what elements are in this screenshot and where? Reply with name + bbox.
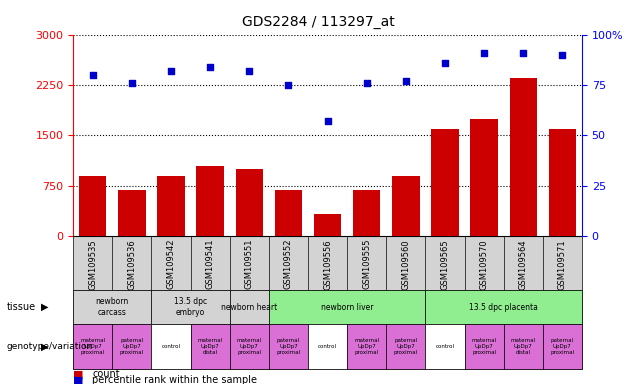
Text: paternal
UpDp7
proximal: paternal UpDp7 proximal [394, 338, 418, 355]
Point [479, 50, 489, 56]
Text: maternal
UpDp7
proximal: maternal UpDp7 proximal [354, 338, 379, 355]
Point [322, 118, 333, 124]
Bar [314, 214, 342, 236]
Bar [235, 169, 263, 236]
Point [127, 80, 137, 86]
Text: newborn liver: newborn liver [321, 303, 373, 312]
Point [557, 52, 567, 58]
Bar [471, 119, 498, 236]
Text: GDS2284 / 113297_at: GDS2284 / 113297_at [242, 15, 394, 29]
Point [518, 50, 529, 56]
Text: maternal
UpDp7
proximal: maternal UpDp7 proximal [80, 338, 106, 355]
Text: control: control [436, 344, 455, 349]
Point [88, 72, 98, 78]
Bar [392, 176, 420, 236]
Bar [353, 190, 380, 236]
Text: maternal
UpDp7
proximal: maternal UpDp7 proximal [237, 338, 262, 355]
Bar [118, 190, 146, 236]
Text: tissue: tissue [6, 302, 36, 312]
Bar [431, 129, 459, 236]
Text: maternal
UpDp7
proximal: maternal UpDp7 proximal [471, 338, 497, 355]
Text: control: control [318, 344, 337, 349]
Point [362, 80, 372, 86]
Text: paternal
UpDp7
proximal: paternal UpDp7 proximal [120, 338, 144, 355]
Point [166, 68, 176, 74]
Bar [157, 176, 184, 236]
Point [283, 82, 293, 88]
Text: 13.5 dpc
embryo: 13.5 dpc embryo [174, 298, 207, 317]
Text: ■: ■ [73, 375, 84, 384]
Text: ▶: ▶ [41, 341, 49, 352]
Text: newborn heart: newborn heart [221, 303, 277, 312]
Bar [79, 176, 106, 236]
Text: paternal
UpDp7
proximal: paternal UpDp7 proximal [276, 338, 300, 355]
Bar [549, 129, 576, 236]
Text: count: count [92, 369, 120, 379]
Text: maternal
UpDp7
distal: maternal UpDp7 distal [511, 338, 536, 355]
Text: 13.5 dpc placenta: 13.5 dpc placenta [469, 303, 538, 312]
Point [401, 78, 411, 84]
Bar [275, 190, 302, 236]
Text: ▶: ▶ [41, 302, 49, 312]
Text: paternal
UpDp7
proximal: paternal UpDp7 proximal [550, 338, 574, 355]
Bar [509, 78, 537, 236]
Text: ■: ■ [73, 369, 84, 379]
Text: genotype/variation: genotype/variation [6, 342, 93, 351]
Text: percentile rank within the sample: percentile rank within the sample [92, 375, 257, 384]
Text: maternal
UpDp7
distal: maternal UpDp7 distal [198, 338, 223, 355]
Bar [197, 166, 224, 236]
Point [440, 60, 450, 66]
Text: control: control [162, 344, 181, 349]
Text: newborn
carcass: newborn carcass [95, 298, 129, 317]
Point [205, 64, 215, 70]
Point [244, 68, 254, 74]
